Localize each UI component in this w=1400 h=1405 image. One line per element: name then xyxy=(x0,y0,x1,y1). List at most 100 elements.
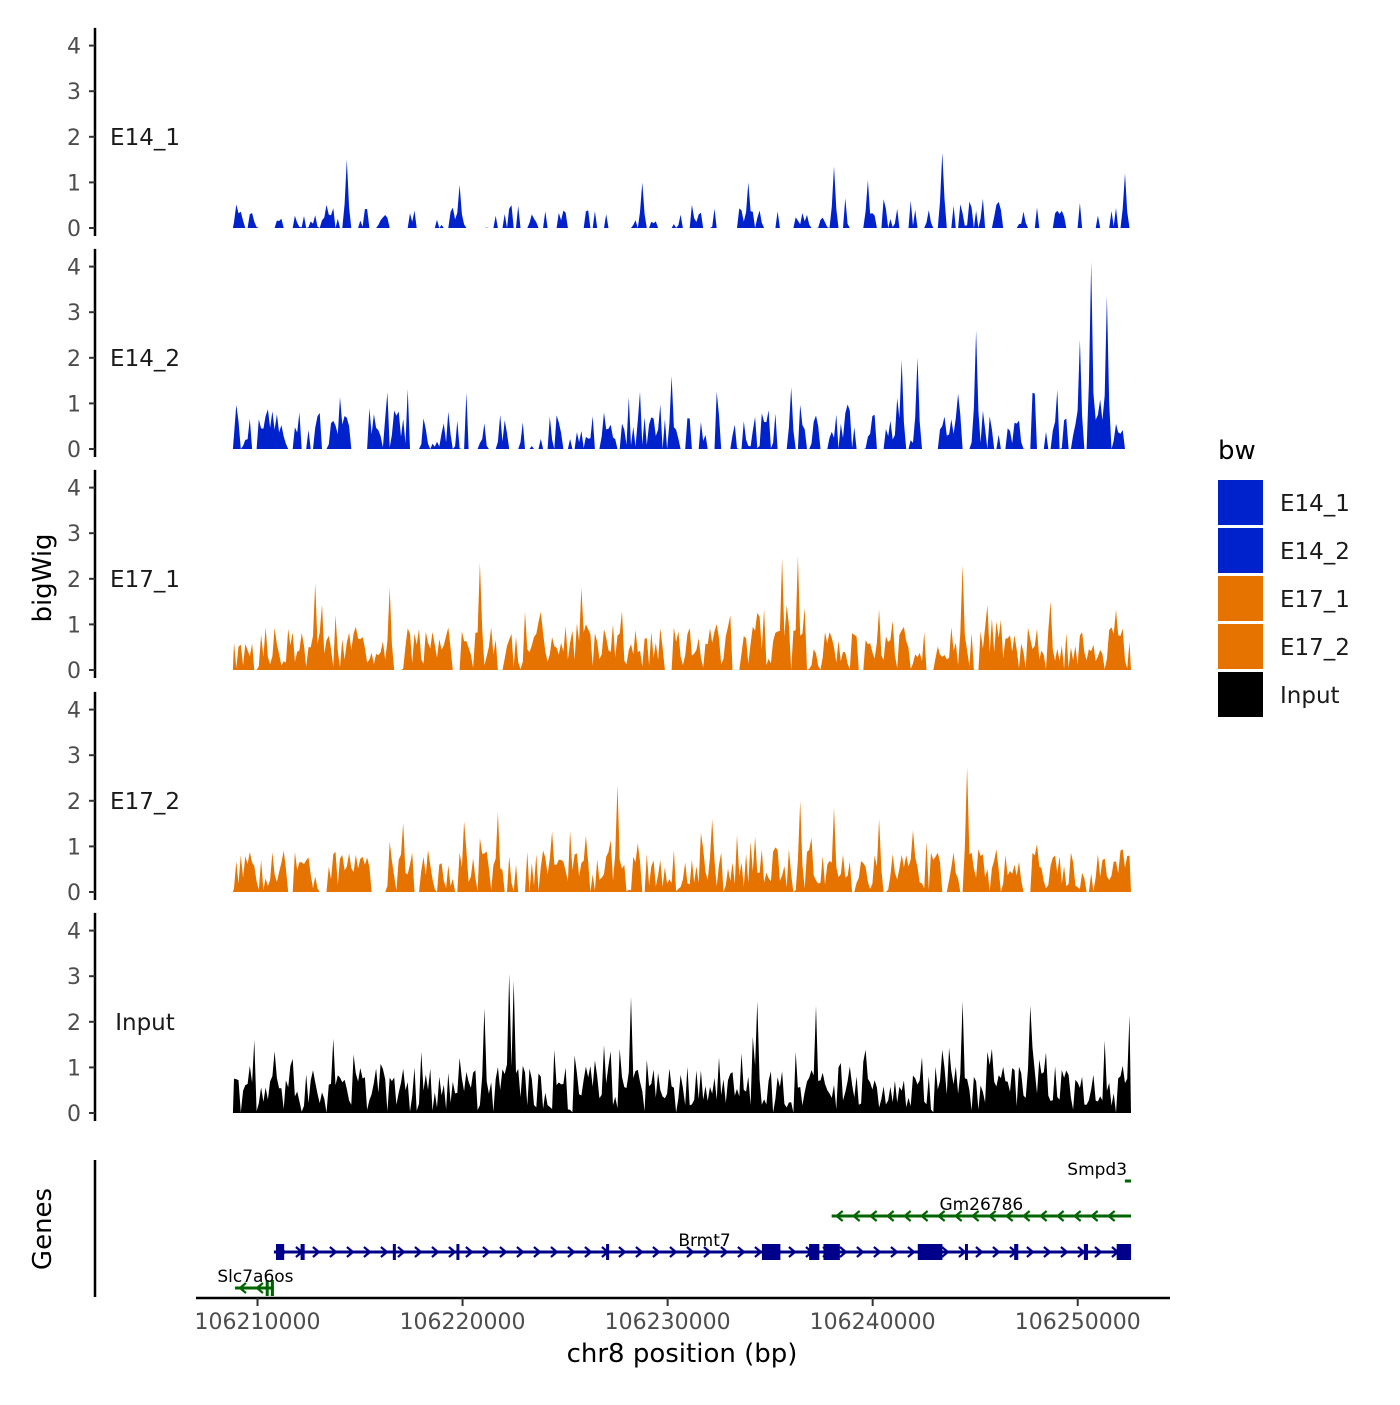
strand-chevron xyxy=(635,1246,644,1258)
strand-chevron xyxy=(465,1246,474,1258)
legend-label-E14_2: E14_2 xyxy=(1280,539,1350,565)
track-label: E17_2 xyxy=(110,789,180,815)
strand-chevron xyxy=(1089,1210,1099,1222)
y-tick-label: 4 xyxy=(67,920,81,945)
strand-chevron xyxy=(255,1282,264,1294)
strand-chevron xyxy=(414,1246,423,1258)
genes-layer: Brmt7 Gm26786 Smpd3 Slc7a6os xyxy=(93,1160,1132,1297)
strand-chevron xyxy=(550,1246,559,1258)
y-tick-label: 2 xyxy=(67,1011,81,1036)
y-tick-label: 0 xyxy=(67,659,81,684)
exon xyxy=(761,1244,781,1260)
y-tick-label: 3 xyxy=(67,522,81,547)
exon xyxy=(265,1280,269,1296)
x-axis: 106210000 106220000 106230000 106240000 1062… xyxy=(195,1296,1170,1335)
track-E17_2: 0 1 2 3 4 E17_2 xyxy=(67,691,1131,906)
strand-chevron xyxy=(703,1246,712,1258)
strand-chevron xyxy=(953,1210,963,1222)
legend-swatch-Input xyxy=(1218,672,1263,717)
y-tick-label: 1 xyxy=(67,1056,81,1081)
exon xyxy=(964,1244,968,1260)
exon xyxy=(270,1280,274,1296)
y-tick-label: 1 xyxy=(67,835,81,860)
strand-chevron xyxy=(987,1210,997,1222)
strand-chevron xyxy=(958,1246,967,1258)
legend-swatch-E17_1 xyxy=(1218,576,1263,621)
genes-axis-label: Genes xyxy=(28,1188,58,1270)
legend-label-E17_1: E17_1 xyxy=(1280,587,1350,613)
strand-chevron xyxy=(329,1246,338,1258)
track-label: E14_1 xyxy=(110,125,180,151)
strand-chevron xyxy=(941,1246,950,1258)
strand-chevron xyxy=(788,1246,797,1258)
strand-chevron xyxy=(737,1246,746,1258)
x-tick-label: 106210000 xyxy=(195,1310,321,1335)
y-tick-label: 0 xyxy=(67,438,81,463)
y-tick-label: 2 xyxy=(67,568,81,593)
x-axis-label: chr8 position (bp) xyxy=(567,1339,798,1369)
strand-chevron xyxy=(885,1210,895,1222)
y-tick-label: 3 xyxy=(67,80,81,105)
signal-area-Input xyxy=(232,973,1131,1113)
strand-chevron xyxy=(992,1246,1001,1258)
y-tick-label: 4 xyxy=(67,477,81,502)
x-tick-label: 106220000 xyxy=(400,1310,526,1335)
strand-chevron xyxy=(346,1246,355,1258)
y-tick-label: 0 xyxy=(67,217,81,242)
strand-chevron xyxy=(1026,1246,1035,1258)
strand-chevron xyxy=(363,1246,372,1258)
legend-label-E17_2: E17_2 xyxy=(1280,635,1350,661)
strand-chevron xyxy=(907,1246,916,1258)
strand-chevron xyxy=(919,1210,929,1222)
strand-chevron xyxy=(720,1246,729,1258)
exon xyxy=(275,1244,285,1260)
x-tick-label: 106230000 xyxy=(605,1310,731,1335)
exon xyxy=(606,1244,610,1260)
x-tick-label: 106250000 xyxy=(1015,1310,1141,1335)
strand-chevron xyxy=(1055,1210,1065,1222)
strand-chevron xyxy=(516,1246,525,1258)
strand-chevron xyxy=(1094,1246,1103,1258)
legend-label-Input: Input xyxy=(1280,683,1340,709)
gene-Gm26786: Gm26786 xyxy=(831,1195,1132,1222)
exon xyxy=(456,1244,460,1260)
y-tick-label: 0 xyxy=(67,881,81,906)
gene-Smpd3: Smpd3 xyxy=(1067,1160,1132,1183)
strand-chevron xyxy=(686,1246,695,1258)
y-tick-label: 4 xyxy=(67,256,81,281)
strand-chevron xyxy=(533,1246,542,1258)
strand-chevron xyxy=(975,1246,984,1258)
strand-chevron xyxy=(1072,1210,1082,1222)
signal-area-E14_1 xyxy=(232,152,1131,228)
y-tick-label: 3 xyxy=(67,965,81,990)
strand-chevron xyxy=(873,1246,882,1258)
y-tick-label: 2 xyxy=(67,790,81,815)
y-tick-label: 1 xyxy=(67,171,81,196)
strand-chevron xyxy=(839,1246,848,1258)
strand-chevron xyxy=(397,1246,406,1258)
strand-chevron xyxy=(652,1246,661,1258)
y-tick-label: 1 xyxy=(67,392,81,417)
gene-label: Smpd3 xyxy=(1067,1160,1127,1180)
gene-label: Slc7a6os xyxy=(217,1267,293,1287)
y-tick-label: 0 xyxy=(67,1102,81,1127)
strand-chevron xyxy=(584,1246,593,1258)
y-tick-label: 3 xyxy=(67,301,81,326)
tracks-layer: 0 1 2 3 4 E14_1 0 1 2 3 4 E14_2 0 1 2 3 4 E17_1 0 1 2 3 4 E17_2… xyxy=(67,27,1131,1127)
y-tick-label: 2 xyxy=(67,347,81,372)
strand-chevron xyxy=(890,1246,899,1258)
exon xyxy=(1014,1244,1019,1260)
gene-label: Gm26786 xyxy=(939,1195,1023,1215)
legend-title: bw xyxy=(1218,436,1256,466)
signal-area-E17_1 xyxy=(232,556,1131,670)
strand-chevron xyxy=(1043,1246,1052,1258)
strand-chevron xyxy=(851,1210,861,1222)
strand-chevron xyxy=(754,1246,763,1258)
signal-area-E17_2 xyxy=(232,766,1131,892)
x-tick-label: 106240000 xyxy=(810,1310,936,1335)
strand-chevron xyxy=(380,1246,389,1258)
exon xyxy=(917,1244,943,1260)
signal-area-E14_2 xyxy=(232,262,1131,449)
legend-label-E14_1: E14_1 xyxy=(1280,491,1350,517)
